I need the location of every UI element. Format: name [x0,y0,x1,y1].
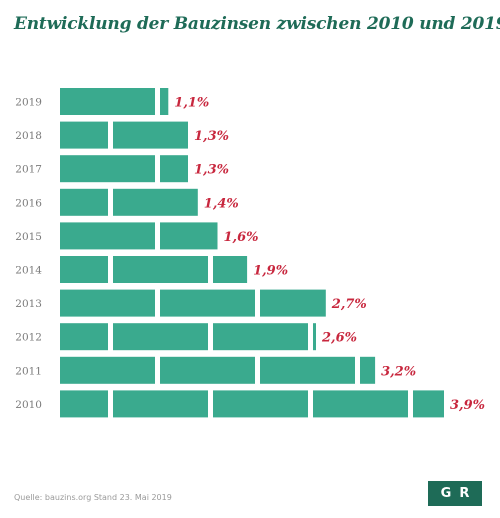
bar-segment [160,88,169,115]
value-label: 1,9% [253,264,288,279]
bar-2012 [60,323,316,351]
bar-segment [113,121,188,149]
value-label: 2,6% [321,331,357,346]
year-label: 2017 [15,164,42,176]
logo-text: GR [440,486,478,501]
bar-segment [213,323,308,351]
bar-segment [213,256,248,283]
bar-segment [413,390,444,418]
bar-segment [113,256,208,283]
bar-segment [60,289,155,317]
value-label: 1,1% [174,96,209,111]
bar-segment [60,222,155,250]
source-note: Quelle: bauzins.org Stand 23. Mai 2019 [14,493,172,502]
bar-segment [113,390,208,418]
bar-segment [60,88,155,115]
bar-segment [113,188,198,216]
bar-segment [260,356,355,384]
value-label: 1,3% [194,129,229,144]
bar-segment [60,256,108,283]
bar-segment [213,390,308,418]
bar-2017 [60,155,188,183]
year-label: 2014 [15,265,42,277]
year-label: 2011 [15,365,42,377]
value-label: 1,3% [194,163,229,178]
bar-segment [313,390,408,418]
bar-segment [113,323,208,351]
bar-segment [160,289,255,317]
bar-segment [160,222,218,250]
bar-2019 [60,88,169,115]
bar-2011 [60,356,376,384]
bar-segment [360,356,376,384]
bar-segment [260,289,326,317]
bar-segment [60,121,108,149]
bar-2016 [60,188,198,216]
value-label: 2,7% [331,297,367,312]
bar-segment [60,390,108,418]
bar-2015 [60,222,218,250]
chart-title: Entwicklung der Bauzinsen zwischen 2010 … [14,14,500,34]
value-label: 1,4% [204,196,239,211]
year-label: 2015 [15,231,42,243]
year-label: 2010 [15,399,42,411]
bar-segment [160,356,255,384]
gr-logo: GR [428,481,482,506]
value-label: 3,9% [450,398,485,413]
bar-segment [160,155,188,183]
bar-segment [313,323,316,351]
bar-2018 [60,121,188,149]
bar-2014 [60,256,248,283]
bar-segment [60,323,108,351]
bar-2013 [60,289,326,317]
year-label: 2016 [15,197,42,209]
value-label: 1,6% [224,230,259,245]
bar-segment [60,356,155,384]
bar-2010 [60,390,444,418]
bar-chart: 2019 1,1% 2018 1,3% 2017 1,3% 2016 1,4% 2015 1,6%… [15,88,485,418]
bar-segment [60,188,108,216]
year-label: 2019 [15,97,42,109]
year-label: 2013 [15,298,42,310]
bar-segment [60,155,155,183]
value-label: 3,2% [381,364,416,379]
year-label: 2012 [15,332,42,344]
year-label: 2018 [15,130,42,142]
